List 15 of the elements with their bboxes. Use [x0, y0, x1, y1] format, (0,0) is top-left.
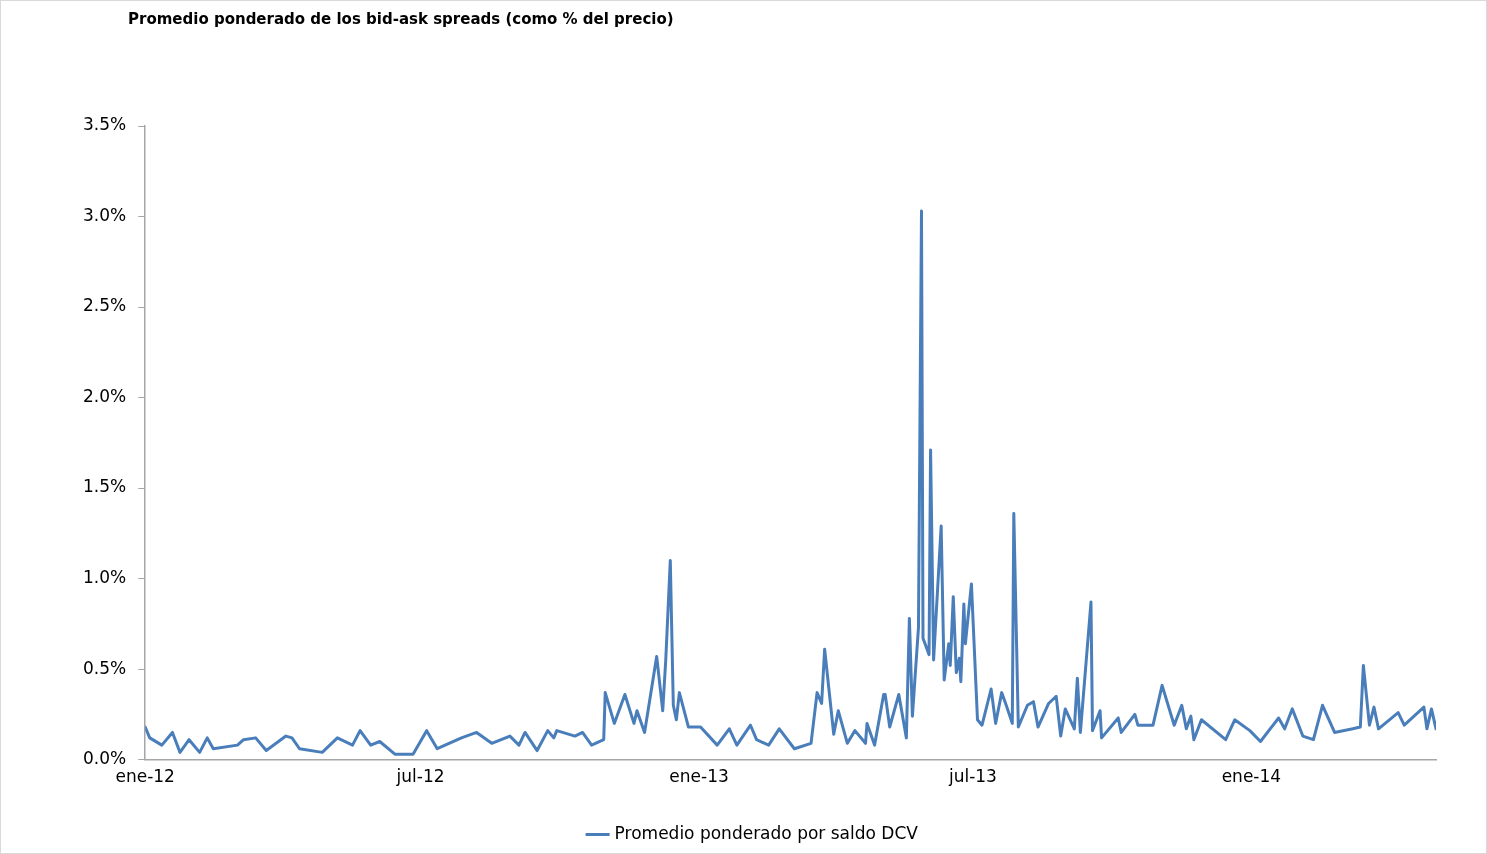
y-tick-label: 2.5% [82, 295, 127, 316]
y-tick-label: 2.0% [82, 385, 127, 406]
y-tick-label: 3.0% [82, 204, 127, 225]
y-tick-label: 1.5% [82, 476, 127, 497]
x-tick-label: jul-12 [395, 766, 445, 787]
y-tick-label: 3.5% [82, 114, 127, 135]
x-tick-label: ene-12 [115, 766, 175, 787]
x-tick-label: ene-13 [669, 766, 729, 787]
y-tick-label: 0.5% [82, 657, 127, 678]
legend-label: Promedio ponderado por saldo DCV [614, 822, 919, 843]
y-tick-label: 1.0% [82, 566, 127, 587]
y-tick-label: 0.0% [82, 748, 127, 769]
x-tick-label: jul-13 [947, 766, 997, 787]
chart-title: Promedio ponderado de los bid-ask spreads (como % del precio) [128, 10, 674, 28]
x-tick-label: ene-14 [1221, 766, 1282, 787]
